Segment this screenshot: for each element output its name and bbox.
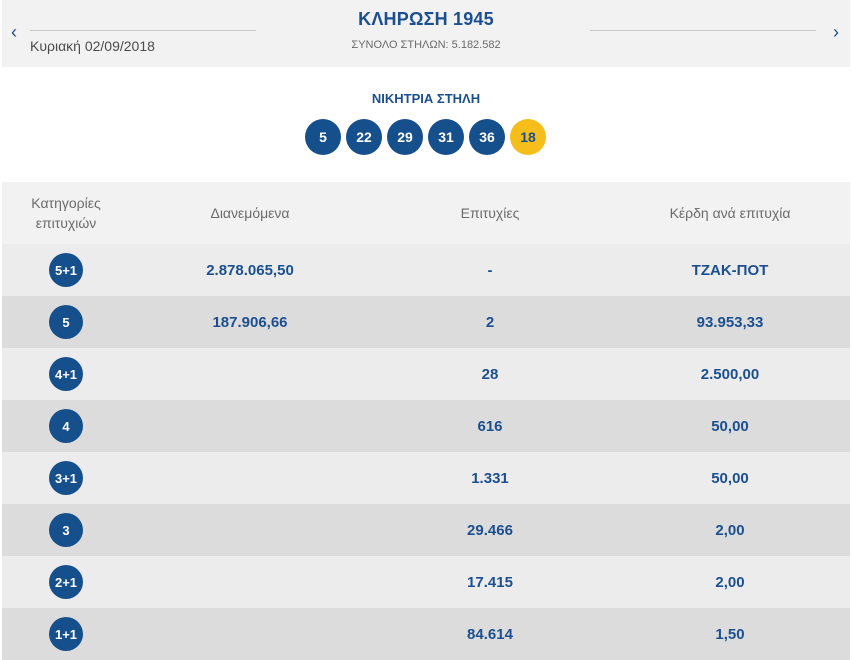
distributed-cell	[130, 400, 370, 452]
table-row: 3 29.466 2,00	[2, 504, 850, 556]
category-cell: 1+1	[2, 608, 130, 660]
chevron-left-icon[interactable]: ‹	[11, 22, 17, 42]
distributed-cell	[130, 504, 370, 556]
results-table: Κατηγορίες επιτυχιών Διανεμόμενα Επιτυχί…	[2, 182, 850, 660]
header-divider-left	[30, 30, 256, 31]
prize-cell: ΤΖΑΚ-ΠΟΤ	[691, 261, 769, 279]
table-row: 5 187.906,66 2 93.953,33	[2, 296, 850, 348]
winning-number-ball: 31	[428, 119, 464, 155]
distributed-cell	[130, 608, 370, 660]
prize-cell: 2,00	[715, 573, 745, 591]
header-prize: Κέρδη ανά επιτυχία	[669, 205, 791, 221]
category-cell: 4+1	[2, 348, 130, 400]
category-cell: 5+1	[2, 244, 130, 296]
distributed-cell	[130, 452, 370, 504]
distributed-cell	[130, 556, 370, 608]
prize-cell: 2.500,00	[700, 365, 760, 383]
category-badge: 4+1	[49, 357, 83, 391]
winners-cell: 29.466	[467, 521, 513, 539]
header-winners: Επιτυχίες	[460, 205, 520, 221]
winners-cell: 17.415	[467, 573, 513, 591]
category-badge: 3+1	[49, 461, 83, 495]
table-row: 1+1 84.614 1,50	[2, 608, 850, 660]
category-badge: 5+1	[49, 253, 83, 287]
distributed-cell: 2.878.065,50	[206, 261, 294, 279]
winners-cell: 2	[485, 313, 495, 331]
winning-number-ball: 22	[346, 119, 382, 155]
winning-number-ball: 29	[387, 119, 423, 155]
table-row: 4+1 28 2.500,00	[2, 348, 850, 400]
category-badge: 2+1	[49, 565, 83, 599]
winning-numbers: 5 22 29 31 36 18	[305, 119, 546, 155]
draw-header: ‹ Κυριακή 02/09/2018 ΚΛΗΡΩΣΗ 1945 ΣΥΝΟΛΟ…	[2, 0, 850, 67]
total-columns: ΣΥΝΟΛΟ ΣΤΗΛΩΝ: 5.182.582	[351, 39, 501, 51]
table-row: 2+1 17.415 2,00	[2, 556, 850, 608]
table-header: Κατηγορίες επιτυχιών Διανεμόμενα Επιτυχί…	[2, 182, 850, 244]
category-cell: 3	[2, 504, 130, 556]
category-badge: 4	[49, 409, 83, 443]
category-cell: 4	[2, 400, 130, 452]
prize-cell: 2,00	[715, 521, 745, 539]
table-row: 3+1 1.331 50,00	[2, 452, 850, 504]
distributed-cell	[130, 348, 370, 400]
winning-column-title: ΝΙΚΗΤΡΙΑ ΣΤΗΛΗ	[371, 91, 481, 106]
header-category: Κατηγορίες επιτυχιών	[31, 195, 101, 231]
category-badge: 3	[49, 513, 83, 547]
category-badge: 5	[49, 305, 83, 339]
winning-number-ball: 5	[305, 119, 341, 155]
winners-cell: 616	[477, 417, 503, 435]
table-row: 4 616 50,00	[2, 400, 850, 452]
joker-number-ball: 18	[510, 119, 546, 155]
table-row: 5+1 2.878.065,50 - ΤΖΑΚ-ΠΟΤ	[2, 244, 850, 296]
prize-cell: 50,00	[711, 417, 749, 435]
prize-cell: 50,00	[711, 469, 749, 487]
prize-cell: 93.953,33	[696, 313, 764, 331]
category-cell: 5	[2, 296, 130, 348]
winners-cell: -	[487, 261, 493, 279]
category-badge: 1+1	[49, 617, 83, 651]
winning-number-ball: 36	[469, 119, 505, 155]
category-cell: 2+1	[2, 556, 130, 608]
prize-cell: 1,50	[715, 625, 745, 643]
draw-date: Κυριακή 02/09/2018	[30, 38, 155, 54]
winners-cell: 1.331	[471, 469, 509, 487]
header-distributed: Διανεμόμενα	[210, 205, 290, 221]
winners-cell: 28	[481, 365, 499, 383]
draw-title: ΚΛΗΡΩΣΗ 1945	[358, 9, 494, 29]
winners-cell: 84.614	[467, 625, 513, 643]
distributed-cell: 187.906,66	[212, 313, 288, 331]
category-cell: 3+1	[2, 452, 130, 504]
chevron-right-icon[interactable]: ›	[833, 22, 839, 42]
header-divider-right	[590, 30, 816, 31]
